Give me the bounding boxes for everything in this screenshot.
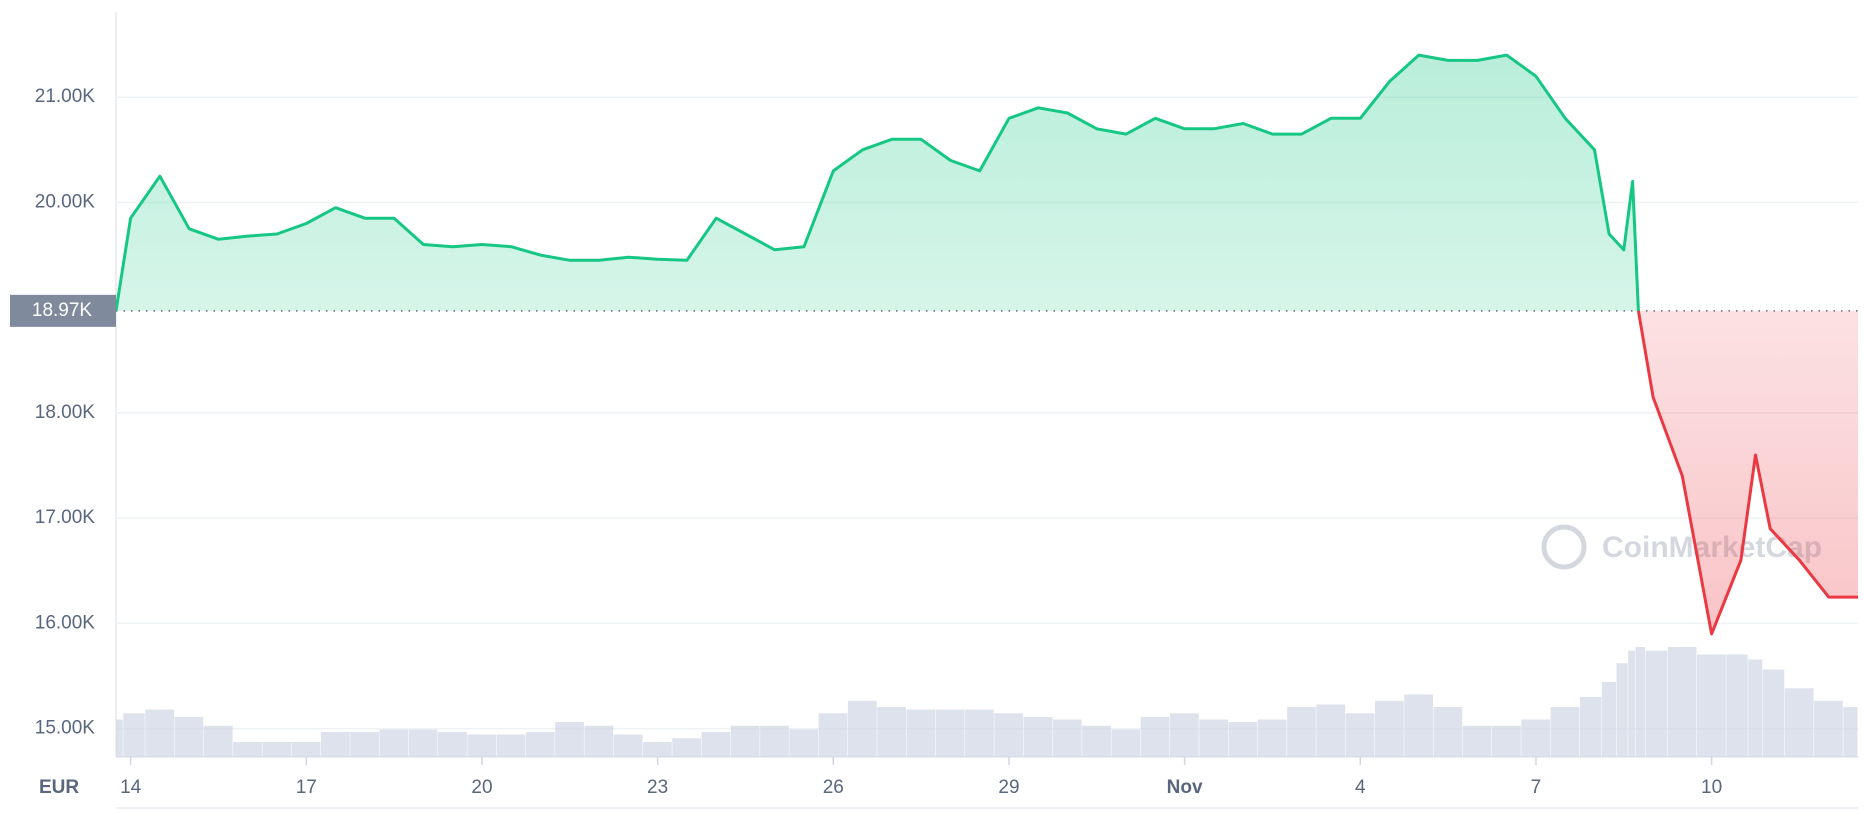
volume-bar [1550, 707, 1580, 757]
x-tick-label: 26 [823, 777, 844, 798]
volume-bar [123, 713, 145, 757]
volume-bar [818, 713, 848, 757]
volume-bar [1628, 650, 1635, 757]
volume-bar [291, 742, 321, 757]
x-tick-label: Nov [1167, 777, 1203, 798]
volume-bar [1023, 717, 1053, 757]
volume-bar [233, 742, 262, 757]
volume-bar [1082, 725, 1111, 757]
x-tick-label: 23 [647, 777, 668, 798]
volume-bar [1667, 647, 1697, 757]
baseline-label: 18.97K [32, 300, 93, 321]
y-tick-label: 17.00K [35, 507, 96, 528]
volume-bar [1635, 647, 1646, 757]
volume-bar [672, 738, 702, 757]
x-tick-label: 14 [120, 777, 142, 798]
area-down [116, 310, 1858, 634]
volume-bar [379, 729, 409, 757]
volume-bar [789, 729, 819, 757]
volume-bar [1814, 700, 1843, 757]
volume-bar [965, 709, 994, 757]
volume-bar [1257, 719, 1287, 757]
volume-bar [525, 732, 555, 757]
x-tick-label: 29 [998, 777, 1019, 798]
volume-bar [1762, 669, 1785, 757]
volume-bar [1616, 663, 1628, 757]
area-up [116, 55, 1639, 311]
volume-bar [555, 722, 584, 757]
volume-bar [1462, 725, 1492, 757]
price-line-up [114, 53, 1640, 311]
volume-bar [1521, 719, 1551, 757]
volume-bar [408, 729, 438, 757]
y-tick-label: 18.00K [35, 402, 96, 423]
volume-bar [730, 725, 760, 757]
volume-bar [1316, 704, 1346, 757]
baseline-label-box [10, 294, 116, 327]
volume-bar [1492, 725, 1521, 757]
volume-bar [1748, 659, 1763, 757]
volume-bar [1374, 700, 1404, 757]
volume-bar [1287, 707, 1316, 757]
x-tick-label: 17 [296, 777, 317, 798]
y-tick-label: 20.00K [35, 191, 96, 212]
volume-bar [496, 734, 526, 757]
y-tick-label: 16.00K [35, 612, 96, 633]
volume-bar [1843, 707, 1858, 757]
volume-bar [1228, 722, 1258, 757]
volume-bar [1579, 697, 1602, 757]
volume-bar [1601, 682, 1616, 757]
x-tick-label: 7 [1531, 777, 1542, 798]
volume-bar [994, 713, 1024, 757]
volume-bar [1433, 707, 1463, 757]
volume-bar [320, 732, 350, 757]
volume-bar [145, 709, 175, 757]
y-tick-label: 15.00K [35, 718, 96, 739]
volume-bar [613, 734, 643, 757]
currency-label: EUR [39, 777, 79, 798]
volume-bar [1696, 654, 1726, 757]
price-line-down [116, 310, 1858, 636]
volume-bar [174, 717, 204, 757]
volume-bar [467, 734, 497, 757]
volume-bar [701, 732, 731, 757]
volume-bar [1111, 729, 1141, 757]
volume-bar [116, 719, 123, 757]
volume-bar [262, 742, 292, 757]
volume-bar [1726, 654, 1748, 757]
x-tick-label: 20 [471, 777, 492, 798]
volume-bar [906, 709, 936, 757]
volume-bar [935, 709, 965, 757]
volume-bar [350, 732, 379, 757]
volume-bar [1784, 688, 1814, 757]
volume-bar [1199, 719, 1229, 757]
x-tick-label: 4 [1355, 777, 1366, 798]
volume-bar [847, 700, 877, 757]
volume-bar [1052, 719, 1082, 757]
volume-bar [1169, 713, 1199, 757]
volume-bar [877, 707, 906, 757]
volume-bar [438, 732, 467, 757]
volume-bar [1140, 717, 1170, 757]
y-tick-label: 21.00K [35, 86, 96, 107]
volume-bar [1645, 650, 1668, 757]
volume-bar [203, 725, 233, 757]
volume-bar [1345, 713, 1375, 757]
volume-bar [1404, 694, 1433, 757]
volume-bar [584, 725, 614, 757]
volume-bar [642, 742, 672, 757]
x-tick-label: 10 [1701, 777, 1722, 798]
volume-bar [760, 725, 789, 757]
